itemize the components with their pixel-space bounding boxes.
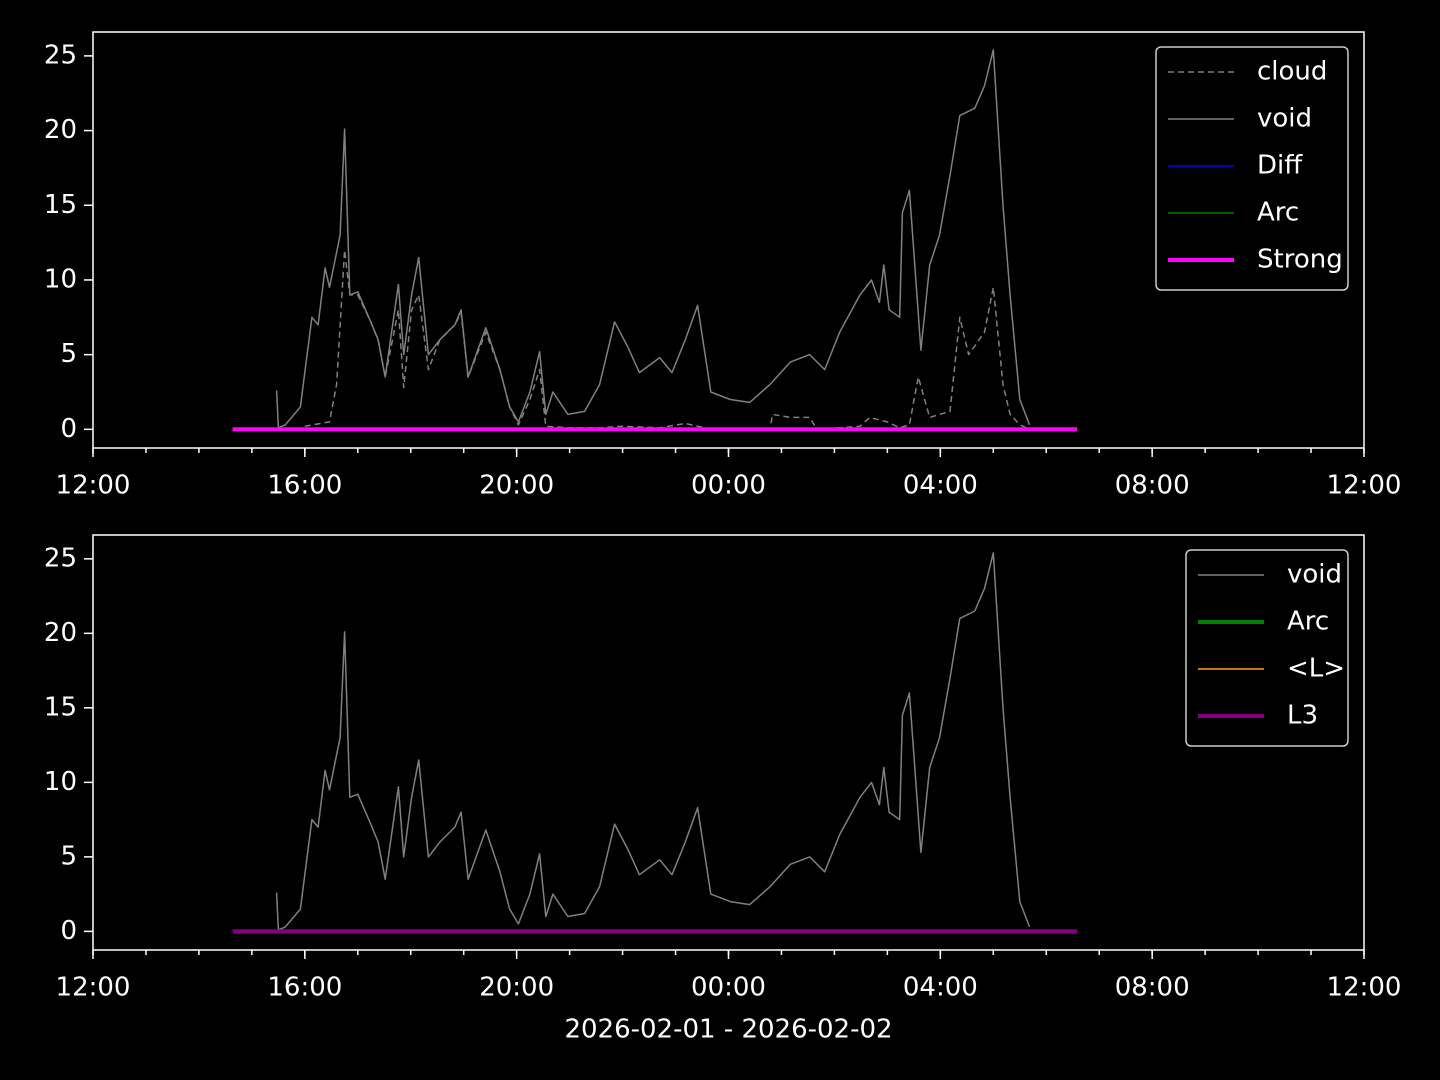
x-tick-label: 12:00 xyxy=(1327,973,1402,1003)
x-tick-label: 00:00 xyxy=(691,973,766,1003)
y-tick-label: 25 xyxy=(44,40,77,70)
x-tick-label: 12:00 xyxy=(1327,471,1402,501)
y-tick-label: 10 xyxy=(44,767,77,797)
x-tick-label: 08:00 xyxy=(1115,973,1190,1003)
axes-frame xyxy=(92,31,1365,449)
y-tick-label: 5 xyxy=(60,841,77,871)
x-tick-label: 20:00 xyxy=(479,973,554,1003)
y-tick-label: 10 xyxy=(44,264,77,294)
legend-label: L3 xyxy=(1287,701,1318,731)
x-axis-label: 2026-02-01 - 2026-02-02 xyxy=(564,1015,892,1045)
x-tick-label: 12:00 xyxy=(56,471,131,501)
y-tick-label: 20 xyxy=(44,115,77,145)
y-tick-label: 25 xyxy=(44,543,77,573)
legend-label: cloud xyxy=(1257,57,1327,87)
legend-label: Arc xyxy=(1287,607,1329,637)
x-tick-label: 08:00 xyxy=(1115,471,1190,501)
x-tick-label: 04:00 xyxy=(903,973,978,1003)
series-line xyxy=(275,552,1031,931)
legend-label: Diff xyxy=(1257,151,1303,181)
y-tick-label: 15 xyxy=(44,692,77,722)
legend-label: Strong xyxy=(1257,245,1343,275)
x-tick-label: 16:00 xyxy=(267,471,342,501)
legend-label: void xyxy=(1257,104,1312,134)
x-tick-label: 00:00 xyxy=(691,471,766,501)
y-tick-label: 15 xyxy=(44,190,77,220)
y-tick-label: 20 xyxy=(44,618,77,648)
x-tick-label: 12:00 xyxy=(56,973,131,1003)
legend-label: Arc xyxy=(1257,198,1299,228)
axes-frame xyxy=(92,534,1365,951)
y-tick-label: 5 xyxy=(60,339,77,369)
x-tick-label: 20:00 xyxy=(479,471,554,501)
legend-label: <L> xyxy=(1287,654,1345,684)
y-tick-label: 0 xyxy=(60,916,77,946)
series-line xyxy=(275,49,1031,429)
y-tick-label: 0 xyxy=(60,414,77,444)
legend-box xyxy=(1185,549,1349,747)
x-tick-label: 16:00 xyxy=(267,973,342,1003)
x-tick-label: 04:00 xyxy=(903,471,978,501)
legend-label: void xyxy=(1287,560,1342,590)
legend-box xyxy=(1155,46,1349,291)
series-line xyxy=(304,249,1030,431)
